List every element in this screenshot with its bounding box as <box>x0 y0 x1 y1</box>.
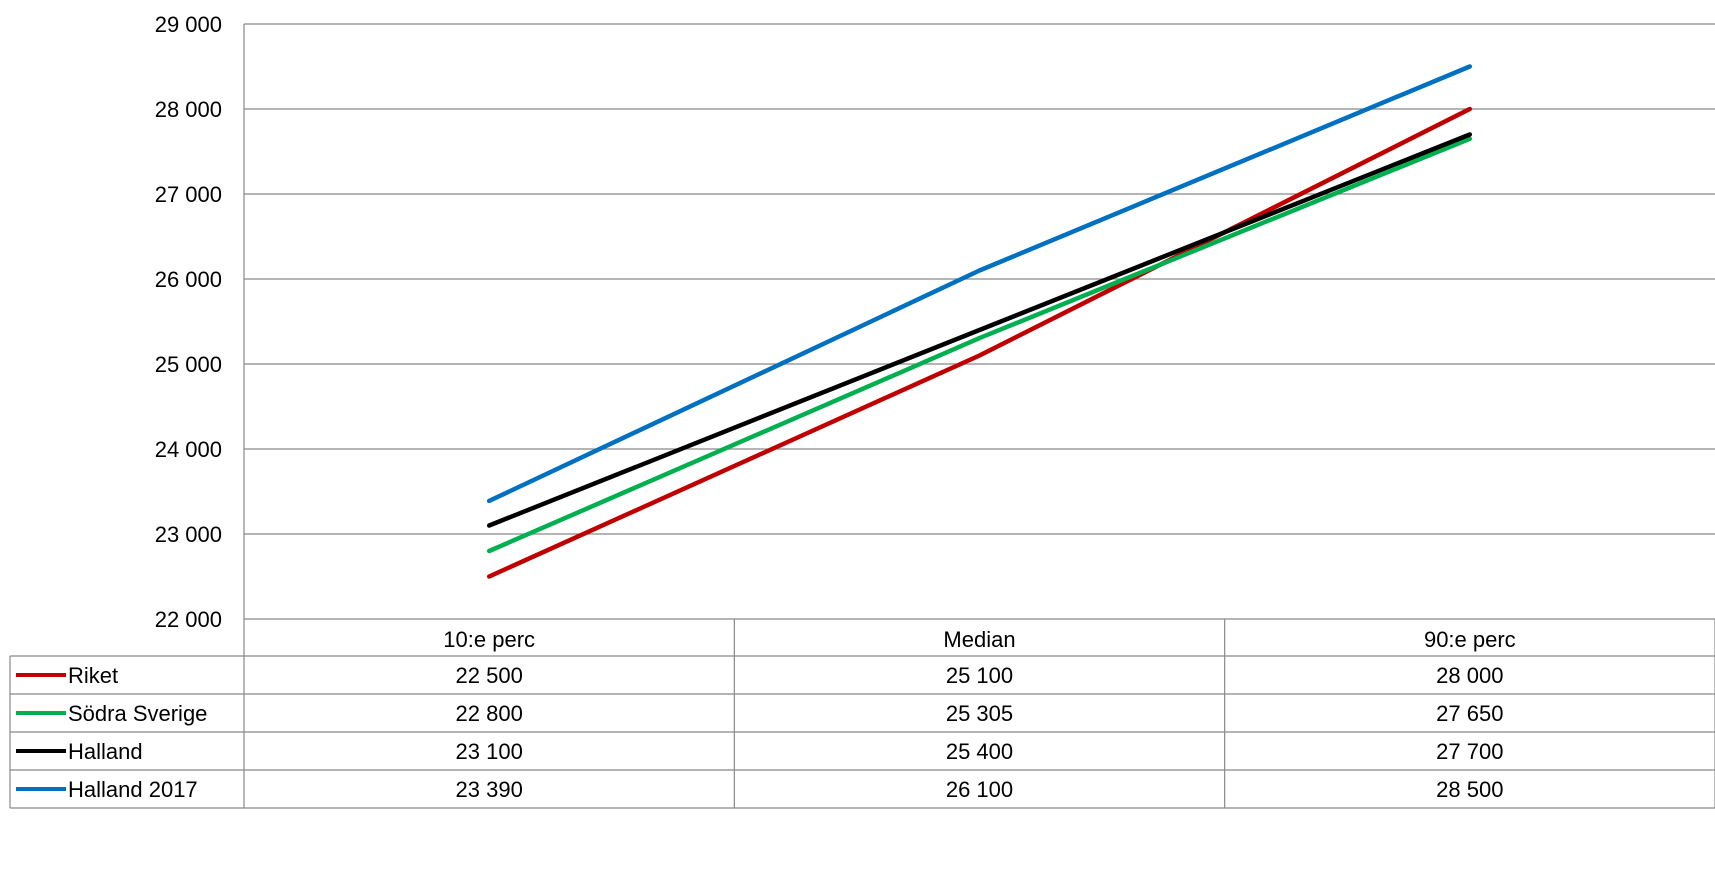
legend-label: Södra Sverige <box>68 701 207 726</box>
legend-label: Halland <box>68 739 143 764</box>
y-tick-label: 23 000 <box>155 522 222 547</box>
data-table-value: 27 650 <box>1436 701 1503 726</box>
data-table-value: 28 500 <box>1436 777 1503 802</box>
data-table-value: 23 100 <box>456 739 523 764</box>
data-table-value: 22 500 <box>456 663 523 688</box>
y-tick-label: 24 000 <box>155 437 222 462</box>
y-tick-label: 26 000 <box>155 267 222 292</box>
data-table-value: 25 400 <box>946 739 1013 764</box>
series-line-riket <box>486 106 1473 579</box>
series-line-halland <box>486 132 1473 528</box>
data-table-value: 25 305 <box>946 701 1013 726</box>
data-table-value: 25 100 <box>946 663 1013 688</box>
data-table-value: 28 000 <box>1436 663 1503 688</box>
y-tick-label: 29 000 <box>155 12 222 37</box>
series-line-s-dra-sverige <box>486 136 1473 554</box>
data-table-value: 23 390 <box>456 777 523 802</box>
y-tick-label: 22 000 <box>155 607 222 632</box>
category-label: Median <box>943 627 1015 652</box>
data-table-value: 22 800 <box>456 701 523 726</box>
category-label: 90:e perc <box>1424 627 1516 652</box>
series-lines <box>486 64 1473 579</box>
legend-label: Halland 2017 <box>68 777 198 802</box>
series-line-halland-2017 <box>486 64 1473 504</box>
y-tick-label: 27 000 <box>155 182 222 207</box>
y-tick-label: 28 000 <box>155 97 222 122</box>
y-axis-tick-labels: 22 000 23 000 24 000 25 000 26 000 27 000 28 0… <box>155 12 222 632</box>
gridlines <box>243 23 1715 620</box>
category-label: 10:e perc <box>443 627 535 652</box>
data-table-value: 27 700 <box>1436 739 1503 764</box>
data-table-value: 26 100 <box>946 777 1013 802</box>
data-table: 10:e perc Median 90:e perc Riket 22 500 25 10… <box>9 619 1715 809</box>
legend-label: Riket <box>68 663 118 688</box>
y-tick-label: 25 000 <box>155 352 222 377</box>
